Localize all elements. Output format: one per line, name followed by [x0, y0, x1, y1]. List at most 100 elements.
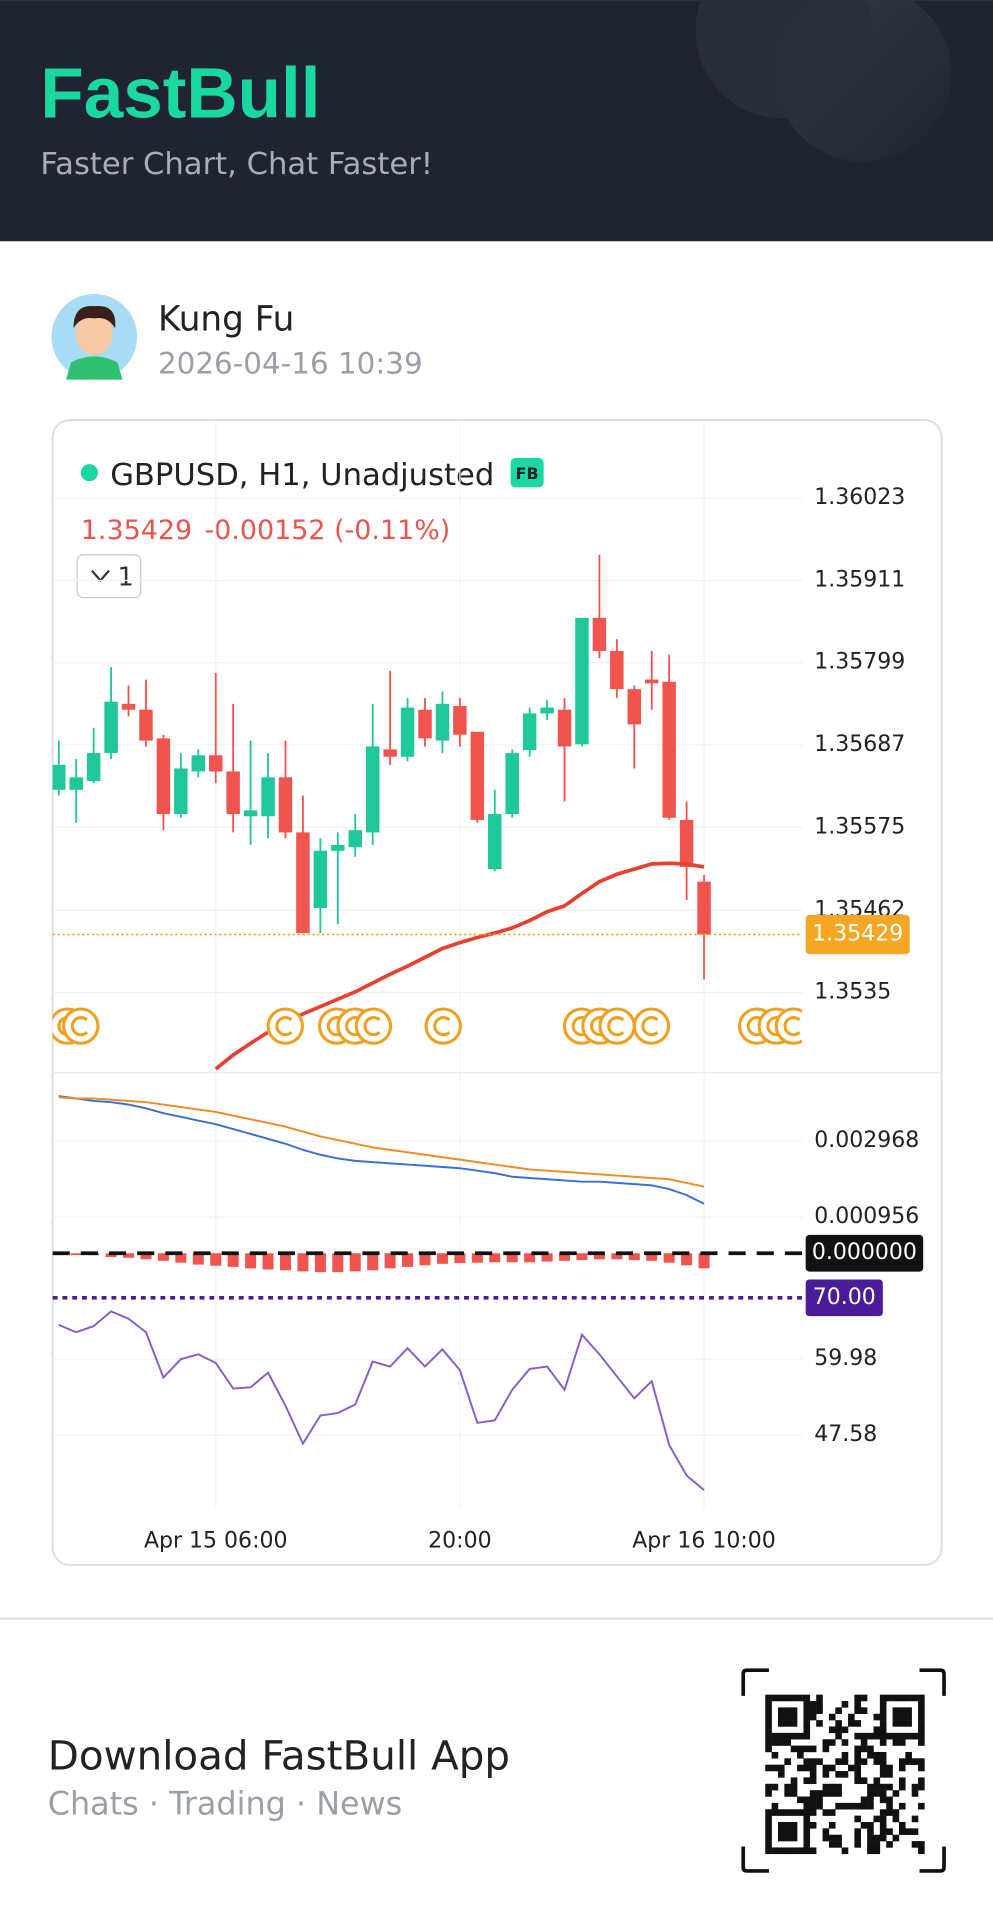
qr-module — [905, 1707, 912, 1714]
qr-module — [873, 1847, 881, 1855]
qr-module — [841, 1701, 849, 1708]
interval-button[interactable] — [76, 554, 142, 599]
qr-module — [784, 1847, 791, 1855]
macd-histogram-bar — [471, 1253, 483, 1263]
qr-module — [879, 1834, 887, 1842]
qr-module — [797, 1732, 804, 1740]
qr-module — [809, 1771, 817, 1778]
y-tick-label: 47.58 — [814, 1422, 877, 1447]
qr-module — [784, 1783, 791, 1791]
qr-module — [790, 1707, 798, 1714]
x-tick-label: Apr 15 06:00 — [144, 1529, 288, 1554]
candle-body — [226, 771, 240, 815]
qr-module — [835, 1783, 842, 1791]
macd-histogram-bar — [245, 1253, 257, 1269]
qr-module — [784, 1713, 791, 1721]
qr-module — [848, 1720, 855, 1727]
qr-module — [854, 1694, 862, 1702]
qr-module — [835, 1720, 842, 1727]
qr-module — [790, 1745, 798, 1753]
x-tick-label: 20:00 — [428, 1529, 491, 1554]
qr-module — [860, 1707, 868, 1714]
qr-module — [784, 1790, 791, 1797]
qr-module — [867, 1841, 874, 1848]
qr-module — [816, 1796, 823, 1804]
macd-histogram-bar — [279, 1253, 291, 1271]
qr-module — [828, 1726, 836, 1734]
qr-module — [765, 1707, 772, 1714]
qr-module — [841, 1758, 849, 1765]
candle-body — [104, 701, 118, 754]
qr-module — [841, 1802, 849, 1810]
macd-histogram-bar — [70, 1253, 82, 1256]
qr-module — [765, 1732, 772, 1740]
candle-body — [139, 709, 153, 741]
qr-module — [854, 1815, 862, 1823]
macd-histogram-bar — [646, 1253, 658, 1261]
qr-module — [803, 1745, 811, 1753]
avatar-face — [75, 311, 113, 356]
qr-module — [765, 1790, 772, 1797]
macd-histogram-bar — [576, 1253, 588, 1261]
qr-module — [892, 1815, 900, 1823]
qr-module — [886, 1771, 893, 1778]
qr-module — [809, 1707, 817, 1714]
qr-module — [867, 1821, 874, 1829]
qr-module — [803, 1821, 811, 1829]
qr-module — [905, 1758, 912, 1765]
candle-body — [697, 881, 711, 935]
qr-module — [771, 1783, 779, 1791]
macd-histogram-bar — [175, 1253, 187, 1263]
candle-body — [418, 709, 432, 739]
news-icon-glyph — [433, 1016, 451, 1037]
qr-module — [790, 1713, 798, 1721]
qr-module — [797, 1847, 804, 1855]
qr-module — [898, 1828, 906, 1835]
qr-module — [867, 1783, 874, 1791]
qr-module — [790, 1828, 798, 1835]
news-icon-glyph — [607, 1016, 625, 1037]
news-icon — [598, 1007, 636, 1045]
macd-histogram-bar — [262, 1253, 274, 1270]
y-tick-label: 1.3535 — [814, 980, 891, 1005]
macd-histogram-bar — [663, 1253, 675, 1263]
qr-module — [918, 1694, 925, 1702]
qr-module — [777, 1694, 785, 1702]
qr-module — [918, 1802, 925, 1810]
qr-module — [797, 1694, 804, 1702]
qr-module — [873, 1751, 881, 1759]
qr-module — [835, 1790, 842, 1797]
qr-module — [879, 1739, 887, 1746]
post-time: 2026-04-16 10:39 — [158, 347, 423, 381]
qr-corner — [741, 1846, 769, 1873]
y-tick-label: 1.35575 — [814, 814, 905, 839]
qr-module — [867, 1828, 874, 1835]
qr-module — [765, 1809, 772, 1816]
candle-body — [627, 689, 642, 725]
qr-module — [790, 1720, 798, 1727]
qr-code — [741, 1668, 946, 1873]
qr-module — [822, 1809, 830, 1816]
qr-module — [892, 1707, 900, 1714]
qr-module — [790, 1834, 798, 1842]
qr-module — [860, 1745, 868, 1753]
qr-module — [860, 1777, 868, 1785]
qr-module — [848, 1802, 855, 1810]
qr-module — [765, 1841, 772, 1848]
qr-module — [892, 1713, 900, 1721]
macd-histogram-bar — [332, 1253, 344, 1273]
qr-module — [822, 1745, 830, 1753]
avatar-hair — [73, 305, 116, 329]
candle-body — [644, 679, 659, 684]
interval-label[interactable]: 1 — [118, 562, 134, 592]
qr-module — [765, 1783, 772, 1791]
qr-module — [873, 1726, 881, 1734]
candle-body — [313, 850, 328, 909]
qr-module — [822, 1739, 830, 1746]
qr-module — [892, 1739, 900, 1746]
qr-module — [765, 1720, 772, 1727]
quote-price: 1.35429 — [81, 515, 192, 546]
qr-module — [809, 1745, 817, 1753]
macd-histogram-bar — [367, 1253, 379, 1271]
